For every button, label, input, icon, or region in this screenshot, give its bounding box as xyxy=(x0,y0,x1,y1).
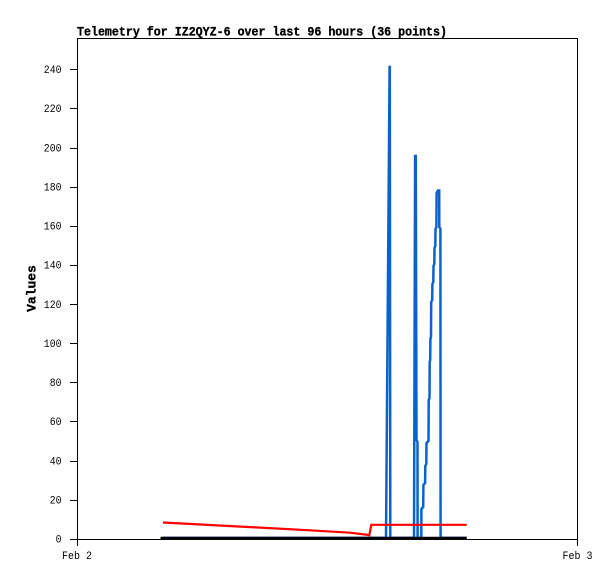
svg-text:140: 140 xyxy=(44,261,62,273)
svg-text:240: 240 xyxy=(44,65,62,77)
svg-text:20: 20 xyxy=(50,495,62,507)
svg-text:60: 60 xyxy=(50,417,62,429)
svg-text:Telemetry for IZ2QYZ-6 over la: Telemetry for IZ2QYZ-6 over last 96 hour… xyxy=(77,25,447,40)
svg-text:220: 220 xyxy=(44,104,62,116)
svg-text:Feb 3: Feb 3 xyxy=(563,551,593,563)
svg-text:180: 180 xyxy=(44,182,62,194)
svg-text:80: 80 xyxy=(50,378,62,390)
svg-text:Feb 2: Feb 2 xyxy=(62,551,92,563)
svg-text:160: 160 xyxy=(44,222,62,234)
svg-text:Values: Values xyxy=(25,265,40,312)
svg-text:40: 40 xyxy=(50,456,62,468)
svg-text:0: 0 xyxy=(56,535,62,547)
svg-text:100: 100 xyxy=(44,339,62,351)
svg-text:120: 120 xyxy=(44,300,62,312)
svg-text:200: 200 xyxy=(44,143,62,155)
